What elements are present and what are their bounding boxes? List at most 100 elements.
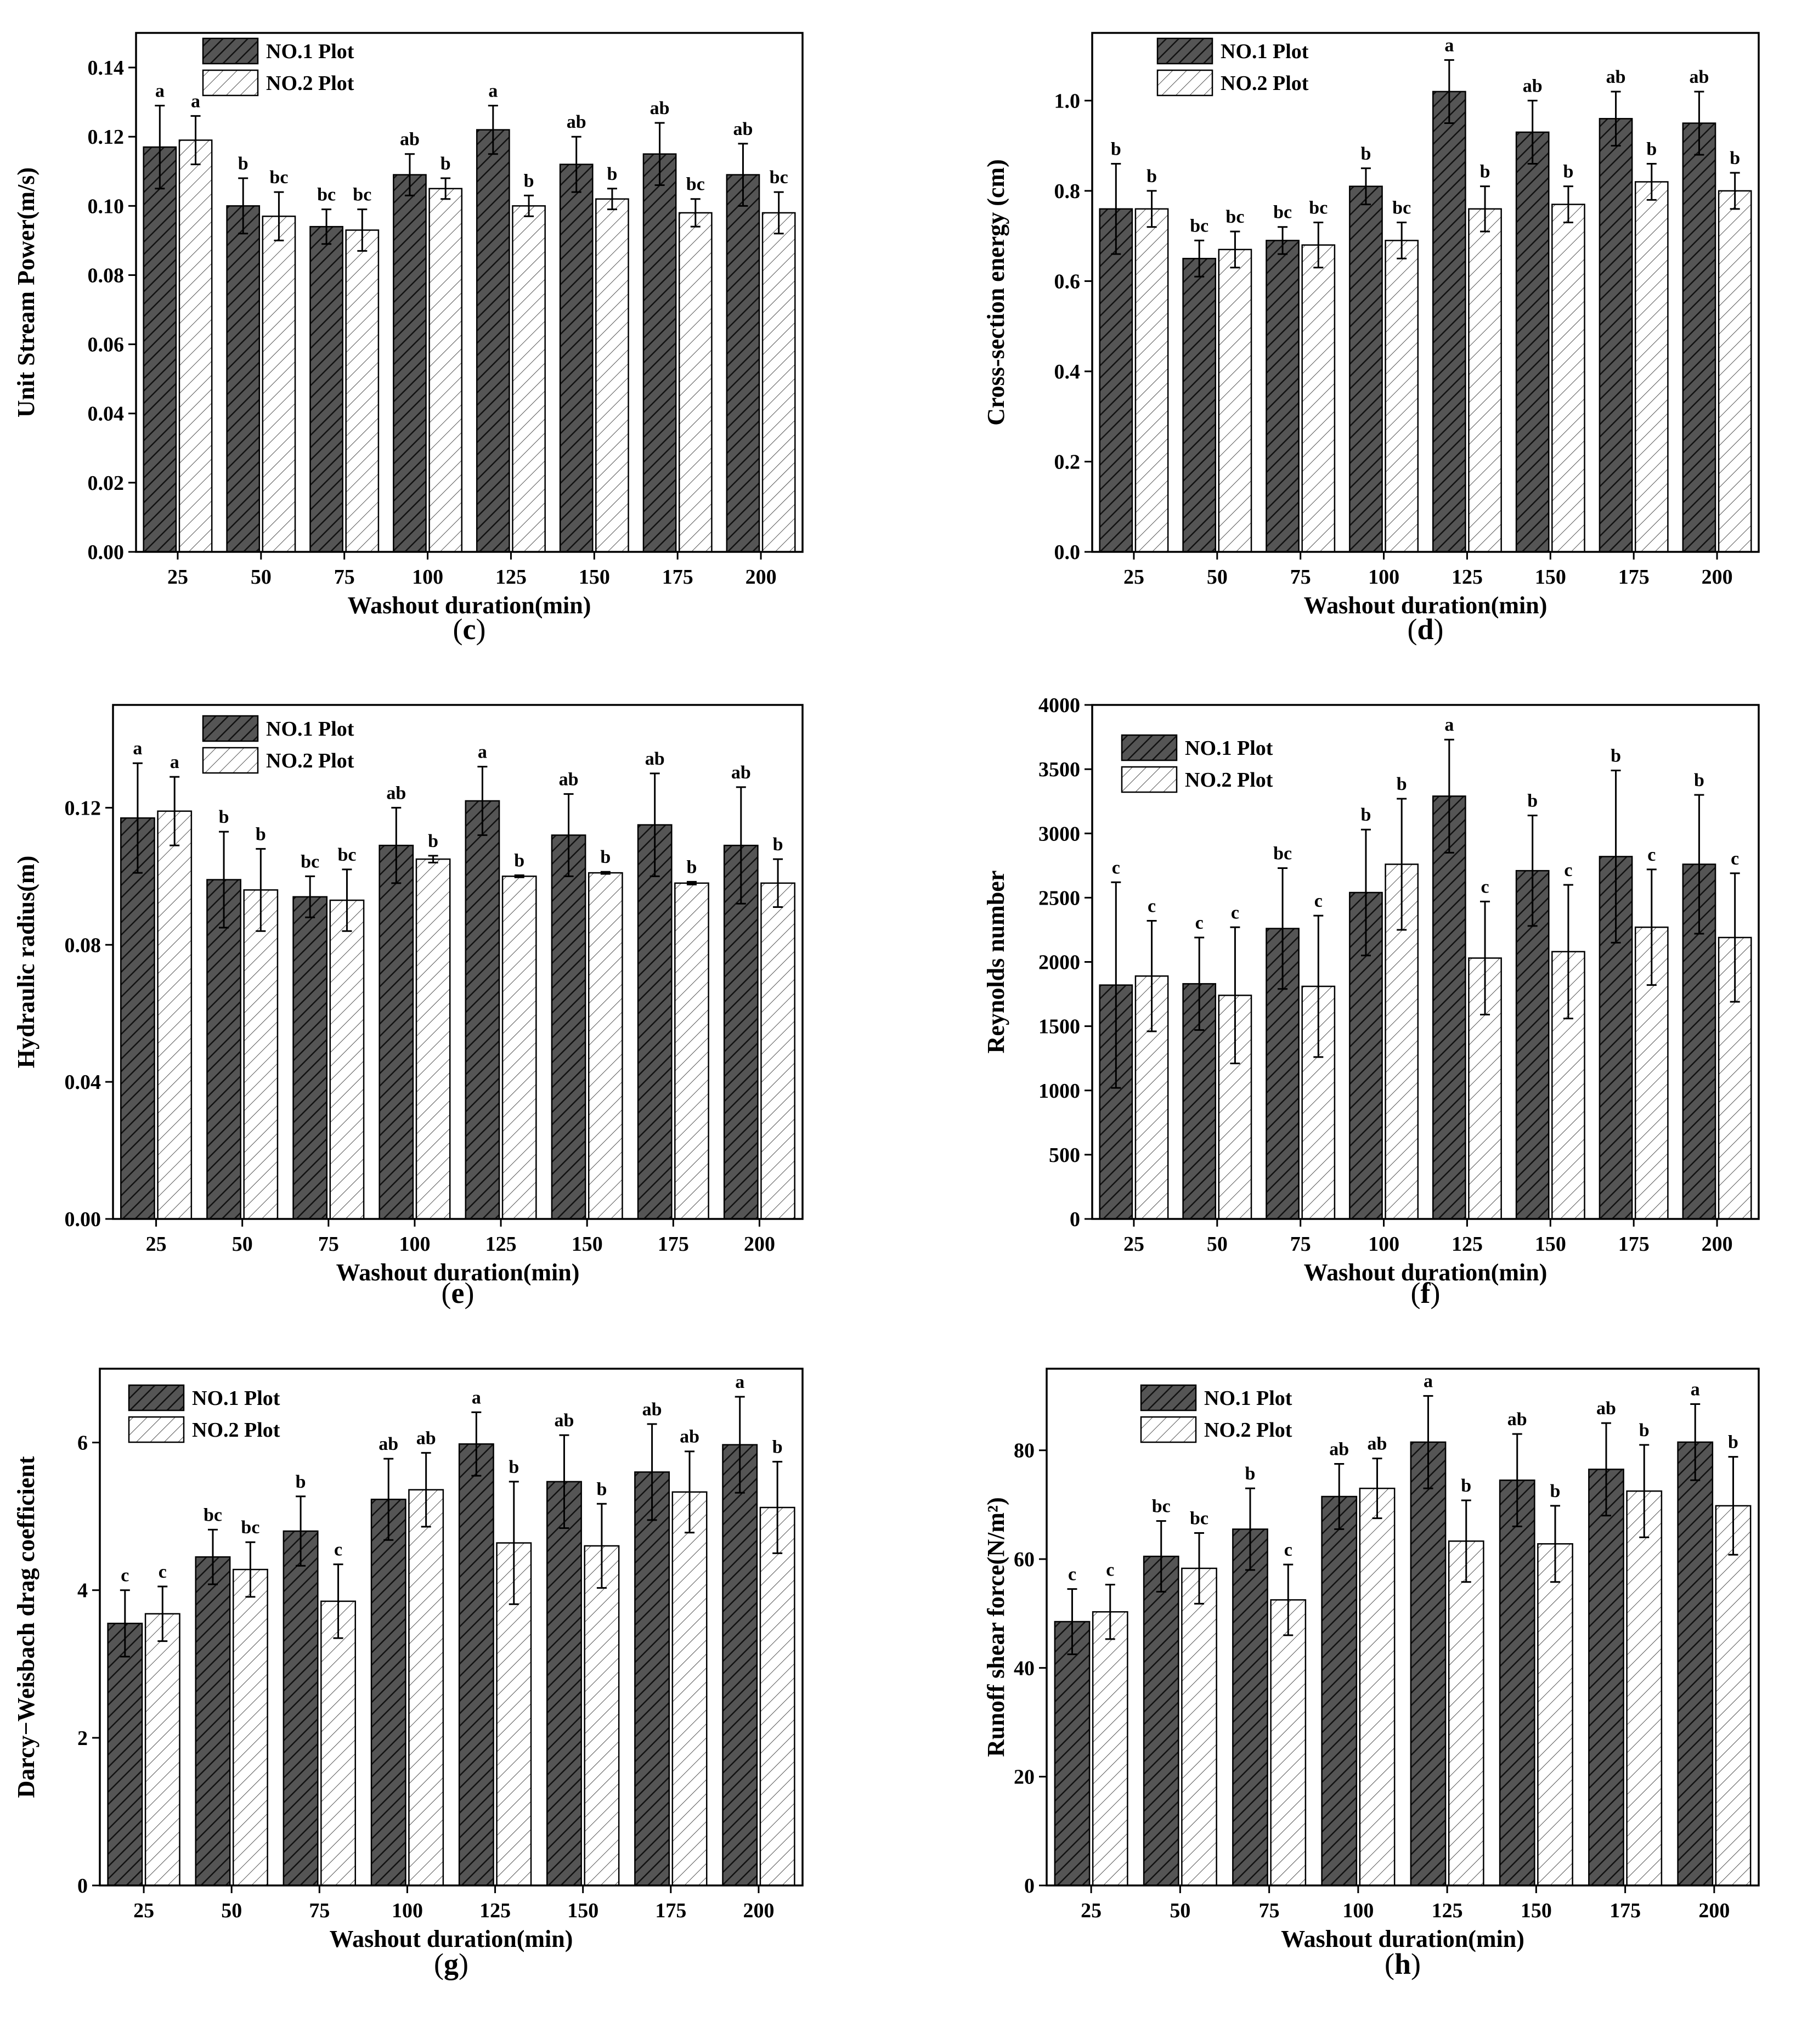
- significance-label: b: [219, 807, 229, 827]
- significance-label: b: [1397, 774, 1407, 794]
- significance-label: b: [1245, 1464, 1256, 1484]
- bar-no1-plot: [551, 834, 586, 1220]
- bar-no1-plot: [637, 824, 673, 1220]
- bar-no1-plot: [1054, 1620, 1091, 1887]
- legend-label: NO.1 Plot: [266, 718, 354, 741]
- bar-no1-plot: [393, 174, 427, 553]
- bar-no2-plot: [674, 882, 709, 1220]
- x-tick-label: 25: [1123, 1233, 1144, 1256]
- bar-no1-plot: [476, 129, 510, 553]
- bar-no1-plot: [1232, 1528, 1268, 1887]
- significance-label: b: [1461, 1476, 1471, 1496]
- bar-no2-plot: [415, 858, 451, 1220]
- y-tick-label: 4000: [1038, 694, 1080, 717]
- bar-no1-plot: [1515, 131, 1550, 553]
- plot-frame: [1091, 704, 1760, 1220]
- bar-no1-plot: [723, 844, 759, 1220]
- significance-label: a: [1424, 1371, 1433, 1392]
- significance-label: c: [1284, 1540, 1292, 1560]
- significance-label: c: [1314, 891, 1323, 911]
- bar-no1-plot: [1321, 1495, 1358, 1887]
- x-tick-label: 25: [146, 1233, 167, 1256]
- y-axis-title: Darcy−Weisbach drag coefficient: [13, 1456, 39, 1798]
- legend: NO.1 Plot NO.2 Plot: [128, 1384, 280, 1443]
- y-tick-label: 1500: [1038, 1015, 1080, 1038]
- significance-label: b: [1563, 162, 1573, 182]
- x-tick-label: 100: [412, 566, 443, 589]
- significance-label: ab: [379, 1434, 398, 1454]
- bar-no1-plot: [120, 817, 155, 1220]
- significance-label: bc: [353, 185, 371, 205]
- bar-no2-plot: [588, 872, 623, 1220]
- bar-no1-plot: [1677, 1441, 1714, 1887]
- legend-swatch-no2-plot: [202, 69, 259, 97]
- x-tick-label: 125: [495, 566, 527, 589]
- significance-label: ab: [1507, 1409, 1527, 1430]
- x-tick-label: 25: [133, 1899, 154, 1922]
- bar-no2-plot: [501, 876, 537, 1220]
- bar-no1-plot: [722, 1444, 758, 1887]
- legend-label: NO.1 Plot: [1185, 737, 1273, 760]
- significance-label: c: [1481, 877, 1489, 897]
- significance-label: ab: [1523, 76, 1543, 96]
- significance-label: ab: [559, 769, 579, 789]
- bar-no2-plot: [345, 229, 380, 553]
- y-tick-label: 2500: [1038, 887, 1080, 910]
- legend-label: NO.2 Plot: [1221, 72, 1309, 95]
- y-axis-title: Unit Stream Power(m/s): [13, 167, 39, 417]
- significance-label: b: [1730, 148, 1740, 168]
- x-tick-label: 100: [399, 1233, 430, 1256]
- significance-label: a: [478, 742, 487, 762]
- y-tick-label: 3500: [1038, 758, 1080, 781]
- significance-label: ab: [680, 1427, 699, 1447]
- legend: NO.1 Plot NO.2 Plot: [202, 715, 354, 774]
- bar-no2-plot: [760, 882, 795, 1220]
- y-tick-label: 0.6: [1054, 270, 1081, 293]
- bar-no2-plot: [1626, 1490, 1663, 1887]
- x-tick-label: 175: [662, 566, 693, 589]
- y-axis-title: Reynolds number: [982, 871, 1009, 1054]
- x-tick-label: 125: [479, 1899, 511, 1922]
- significance-label: ab: [645, 749, 665, 769]
- y-tick-label: 20: [1014, 1766, 1035, 1789]
- bar-no2-plot: [595, 198, 629, 553]
- y-tick-label: 0.00: [88, 541, 125, 564]
- bar-no1-plot: [726, 174, 760, 553]
- significance-label: a: [1691, 1379, 1700, 1399]
- significance-label: c: [1231, 902, 1239, 923]
- significance-label: a: [1444, 715, 1454, 735]
- panel-c: 0.00 0.02 0.04 0.06 0.08 0.10 0.12 0.14 a a 25 b bc 5…: [13, 32, 804, 646]
- x-tick-label: 75: [1259, 1899, 1280, 1922]
- bar-no2-plot: [761, 212, 796, 553]
- y-axis-title: Cross-section energy (cm): [982, 159, 1009, 425]
- y-tick-label: 0.8: [1054, 180, 1081, 203]
- legend-label: NO.1 Plot: [1221, 40, 1309, 63]
- x-tick-label: 50: [221, 1899, 242, 1922]
- x-tick-label: 175: [658, 1233, 689, 1256]
- significance-label: bc: [269, 167, 288, 188]
- y-tick-label: 1.0: [1054, 89, 1081, 112]
- significance-label: b: [238, 154, 248, 174]
- legend-label: NO.2 Plot: [1185, 769, 1273, 792]
- significance-label: bc: [1190, 1508, 1208, 1528]
- significance-label: b: [596, 1479, 607, 1499]
- significance-label: b: [772, 1437, 783, 1458]
- panel-caption: (c): [453, 613, 486, 646]
- significance-label: b: [1646, 139, 1657, 160]
- bar-no2-plot: [1270, 1599, 1307, 1887]
- y-axis-title: Hydraulic radius(m): [13, 856, 39, 1068]
- significance-label: b: [514, 850, 524, 871]
- y-tick-label: 0.00: [65, 1208, 101, 1231]
- significance-label: bc: [1152, 1497, 1171, 1517]
- x-tick-label: 50: [251, 566, 272, 589]
- bar-no1-plot: [195, 1556, 231, 1887]
- significance-label: c: [1564, 860, 1572, 880]
- x-tick-label: 175: [1618, 566, 1650, 589]
- significance-label: c: [1068, 1565, 1076, 1585]
- significance-label: ab: [731, 763, 751, 783]
- bar-no1-plot: [1182, 258, 1217, 553]
- x-tick-label: 100: [1342, 1899, 1374, 1922]
- legend-swatch-no2-plot: [128, 1416, 185, 1443]
